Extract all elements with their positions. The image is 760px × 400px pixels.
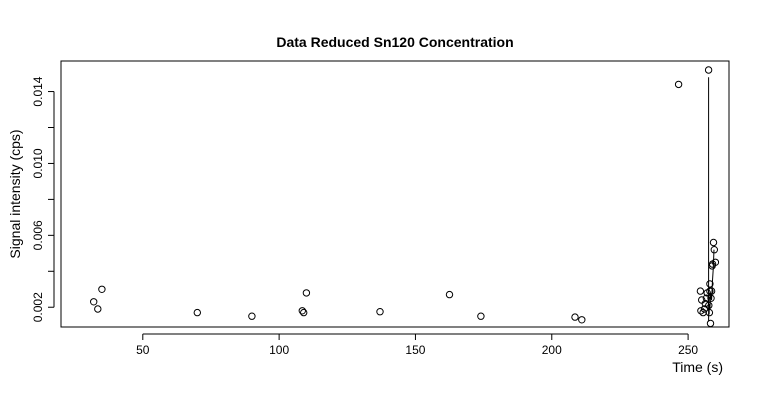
data-point xyxy=(707,294,715,302)
y-tick-label: 0.002 xyxy=(31,292,45,322)
x-tick-label: 50 xyxy=(136,343,150,357)
y-tick-label: 0.010 xyxy=(31,148,45,178)
data-point xyxy=(709,238,718,247)
data-point xyxy=(705,301,713,310)
x-tick-label: 200 xyxy=(542,343,562,357)
data-point xyxy=(578,316,586,324)
x-axis-label: Time (s) xyxy=(672,359,723,375)
data-point xyxy=(94,305,102,313)
data-point xyxy=(707,287,716,295)
data-point xyxy=(700,305,709,313)
data-point xyxy=(696,287,705,295)
x-tick-label: 150 xyxy=(405,343,425,357)
y-tick-label: 0.014 xyxy=(31,76,45,106)
data-point xyxy=(697,307,705,315)
data-points xyxy=(90,66,720,328)
plot-area xyxy=(60,60,730,328)
data-point xyxy=(477,312,485,320)
data-point xyxy=(710,246,718,254)
data-point xyxy=(702,294,711,302)
data-point xyxy=(300,308,308,317)
data-point xyxy=(302,289,311,297)
data-point xyxy=(571,313,579,321)
x-tick-label: 100 xyxy=(269,343,289,357)
data-point xyxy=(98,285,106,293)
data-point xyxy=(674,80,683,89)
data-point xyxy=(193,308,202,317)
data-point xyxy=(90,298,98,306)
data-point xyxy=(376,308,384,316)
data-point xyxy=(298,307,306,315)
x-tick-label: 250 xyxy=(678,343,698,357)
y-axis: 0.002 0.006 0.010 0.014 xyxy=(31,76,55,322)
y-axis-label: Signal intensity (cps) xyxy=(7,129,23,258)
data-point xyxy=(704,66,713,74)
data-point xyxy=(711,258,720,266)
data-point xyxy=(706,280,714,288)
data-point xyxy=(445,290,454,299)
data-point xyxy=(706,319,715,328)
data-point xyxy=(705,308,714,317)
y-tick-label: 0.006 xyxy=(31,220,45,250)
data-point xyxy=(248,312,256,320)
x-axis: 50 100 150 200 250 xyxy=(136,333,698,357)
data-point xyxy=(701,299,709,308)
chart-title: Data Reduced Sn120 Concentration xyxy=(276,34,513,50)
